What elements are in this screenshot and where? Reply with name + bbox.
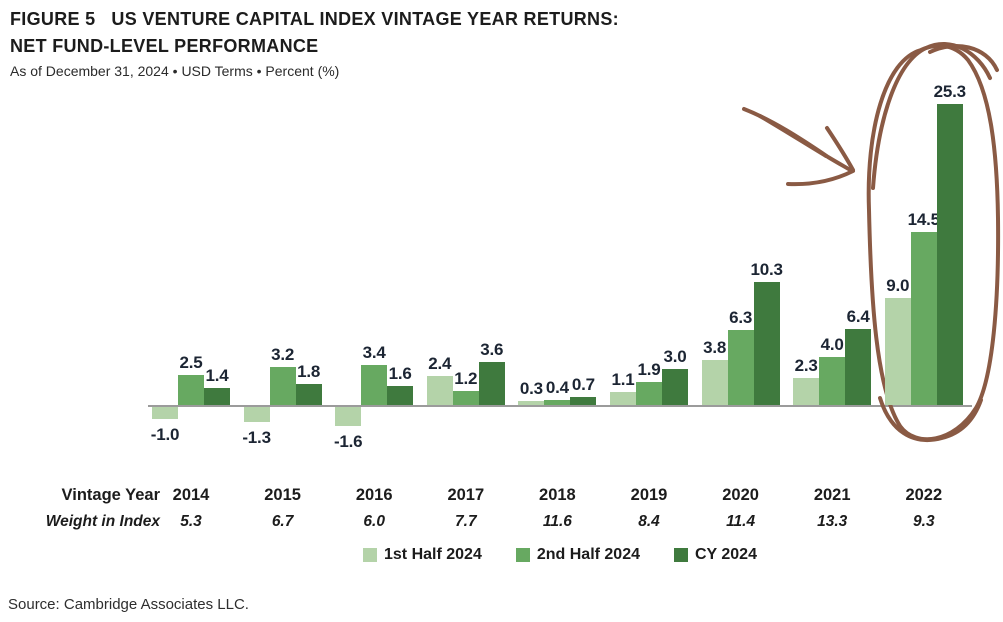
page-title-line1: FIGURE 5 US VENTURE CAPITAL INDEX VINTAGE… [10, 6, 619, 33]
legend-label: CY 2024 [695, 546, 757, 563]
legend-label: 2nd Half 2024 [536, 546, 640, 563]
bar-2nd-half-2024-2018 [544, 400, 571, 405]
bar-value-label: 2.5 [179, 353, 203, 373]
bar-value-label: -1.0 [150, 424, 180, 444]
vintage-year-label-2020: 2020 [722, 486, 759, 504]
bar-value-label: 0.4 [545, 378, 569, 398]
vintage-year-label-2014: 2014 [172, 486, 210, 504]
figure-label: FIGURE 5 [10, 9, 96, 29]
bar-value-label: 2.3 [794, 355, 818, 375]
source-note: Source: Cambridge Associates LLC. [8, 596, 249, 613]
bar-value-label: 9.0 [886, 275, 910, 295]
bar-1st-half-2024-2016 [335, 407, 362, 427]
bar-value-label: 6.3 [729, 308, 753, 328]
vintage-year-label-2016: 2016 [355, 486, 393, 504]
page-title: US VENTURE CAPITAL INDEX VINTAGE YEAR RE… [111, 9, 619, 29]
bar-value-label: 25.3 [933, 81, 966, 101]
weight-in-index-value-2022: 9.3 [913, 513, 935, 530]
bar-value-label: 0.7 [571, 374, 595, 394]
bar-value-label: 1.4 [205, 366, 229, 386]
bar-2nd-half-2024-2014 [178, 375, 204, 405]
x-axis-line [148, 405, 972, 407]
bar-value-label: -1.6 [333, 432, 363, 452]
bar-value-label: 1.6 [388, 363, 412, 383]
vintage-year-label-2021: 2021 [813, 486, 851, 504]
legend-item-cy-2024: CY 2024 [674, 546, 757, 564]
weight-in-index-value-2021: 13.3 [817, 513, 848, 530]
vintage-year-label-2022: 2022 [905, 486, 943, 504]
bar-value-label: 3.4 [362, 342, 386, 362]
chart-subtitle: As of December 31, 2024 • USD Terms • Pe… [10, 63, 340, 79]
bar-cy-2024-2016 [387, 385, 414, 405]
vintage-year-label-2015: 2015 [264, 486, 301, 504]
legend-item-1st-half-2024: 1st Half 2024 [363, 546, 482, 564]
bar-1st-half-2024-2021 [793, 377, 820, 405]
bar-cy-2024-2019 [662, 369, 688, 405]
bar-2nd-half-2024-2016 [361, 364, 388, 405]
bar-value-label: 6.4 [846, 306, 870, 326]
weight-in-index-value-2019: 8.4 [638, 513, 660, 530]
bar-value-label: 1.9 [637, 360, 661, 380]
bar-cy-2024-2021 [845, 328, 872, 405]
weight-in-index-value-2016: 6.0 [363, 513, 385, 530]
bar-cy-2024-2020 [753, 282, 780, 405]
bar-1st-half-2024-2017 [426, 376, 453, 405]
bar-cy-2024-2017 [478, 362, 505, 405]
bar-cy-2024-2014 [204, 388, 230, 405]
weight-in-index-value-2018: 11.6 [542, 513, 572, 530]
legend-label: 1st Half 2024 [384, 546, 482, 563]
bar-value-label: 1.8 [297, 361, 321, 381]
weight-in-index-value-2015: 6.7 [271, 513, 294, 530]
page-title-line2: NET FUND-LEVEL PERFORMANCE [10, 36, 319, 56]
bar-value-label: 3.6 [480, 340, 504, 360]
bar-value-label: 2.4 [428, 354, 452, 374]
bar-2nd-half-2024-2020 [727, 330, 754, 405]
bar-value-label: 4.0 [820, 335, 844, 355]
legend-swatch-icon [363, 548, 377, 562]
bar-cy-2024-2022 [936, 103, 963, 405]
chart-header: FIGURE 5 US VENTURE CAPITAL INDEX VINTAGE… [10, 6, 619, 79]
bar-value-label: 3.2 [271, 344, 295, 364]
weight-in-index-value-2017: 7.7 [455, 513, 477, 530]
bar-2nd-half-2024-2019 [636, 382, 662, 405]
bar-2nd-half-2024-2015 [269, 366, 296, 405]
bar-1st-half-2024-2022 [884, 297, 911, 405]
bar-1st-half-2024-2020 [701, 359, 728, 405]
bar-value-label: 10.3 [750, 260, 783, 280]
vintage-year-label-2019: 2019 [630, 486, 668, 504]
bar-2nd-half-2024-2017 [452, 390, 479, 405]
bar-value-label: 3.0 [663, 347, 687, 367]
bar-1st-half-2024-2014 [152, 407, 178, 419]
bar-2nd-half-2024-2022 [910, 232, 937, 405]
bar-cy-2024-2015 [295, 383, 322, 405]
bar-1st-half-2024-2015 [243, 407, 270, 423]
bar-value-label: 3.8 [703, 337, 727, 357]
vintage-year-label-2017: 2017 [447, 486, 485, 504]
weight-in-index-value-2014: 5.3 [180, 513, 202, 530]
hand-drawn-arrow [742, 107, 855, 187]
bar-value-label: 0.3 [519, 379, 543, 399]
bar-1st-half-2024-2018 [518, 401, 545, 405]
bar-cy-2024-2018 [570, 396, 597, 405]
vintage-year-row-header: Vintage Year [61, 486, 160, 504]
bar-value-label: 1.2 [454, 368, 478, 388]
bar-value-label: -1.3 [242, 428, 271, 448]
bar-1st-half-2024-2019 [610, 391, 636, 405]
legend: 1st Half 2024 2nd Half 2024 CY 2024 [148, 546, 972, 564]
weight-in-index-row-header: Weight in Index [45, 513, 160, 530]
bar-2nd-half-2024-2021 [819, 357, 846, 405]
weight-in-index-value-2020: 11.4 [726, 513, 756, 530]
vintage-year-label-2018: 2018 [539, 486, 576, 504]
legend-item-2nd-half-2024: 2nd Half 2024 [515, 546, 640, 564]
legend-swatch-icon [674, 548, 688, 562]
legend-swatch-icon [515, 548, 530, 562]
bar-value-label: 14.5 [907, 210, 940, 230]
bar-value-label: 1.1 [611, 369, 635, 389]
